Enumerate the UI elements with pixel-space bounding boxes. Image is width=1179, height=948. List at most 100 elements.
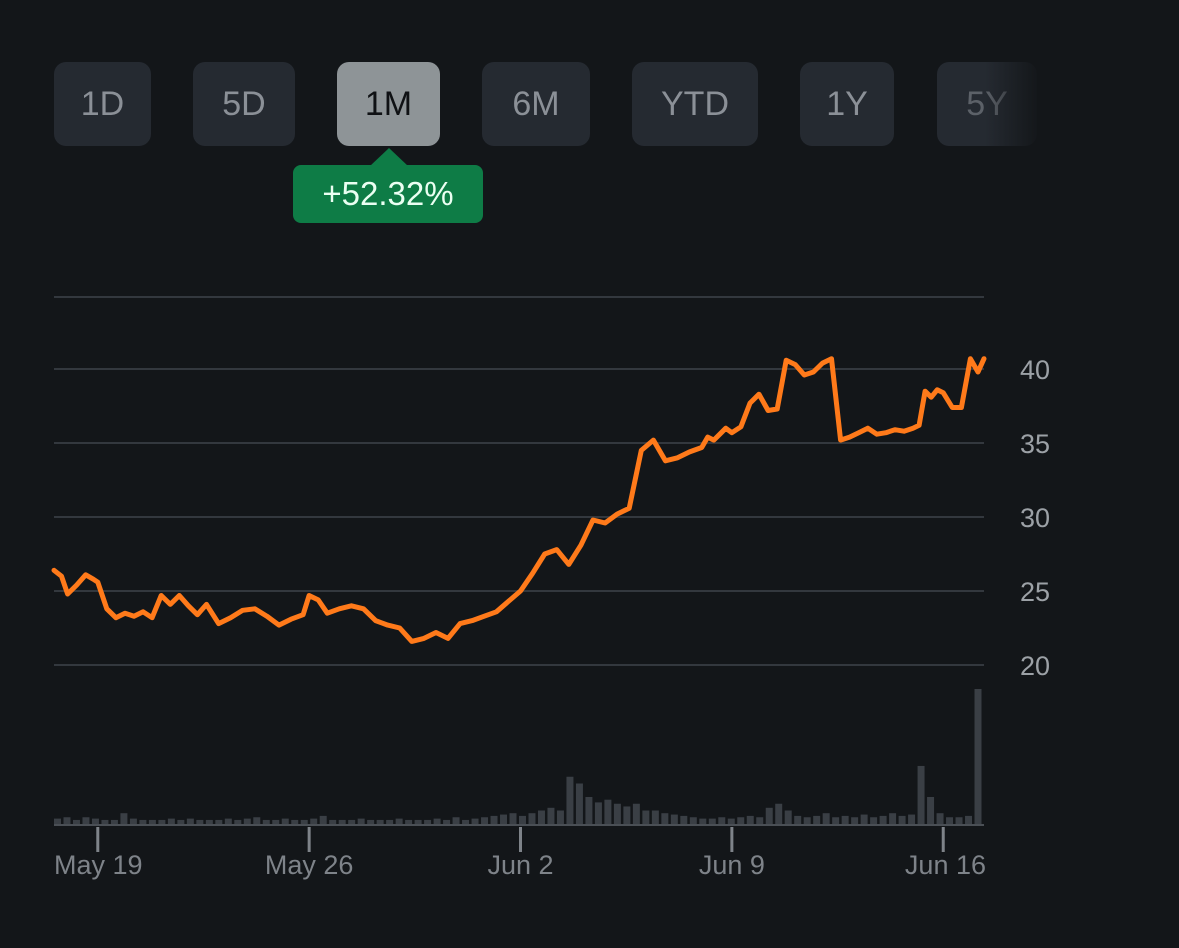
volume-bar bbox=[908, 814, 916, 824]
volume-bar bbox=[338, 819, 346, 824]
volume-bar bbox=[357, 818, 365, 824]
volume-bar bbox=[462, 819, 470, 824]
volume-bar bbox=[927, 797, 935, 824]
volume-bar bbox=[253, 817, 261, 824]
volume-bar bbox=[272, 819, 280, 824]
volume-bar bbox=[72, 819, 80, 824]
volume-bar bbox=[376, 819, 384, 824]
volume-bar bbox=[519, 815, 526, 824]
volume-bar bbox=[367, 819, 375, 824]
volume-bar bbox=[699, 818, 707, 824]
volume-bar bbox=[632, 803, 640, 824]
volume-bar bbox=[167, 818, 175, 824]
volume-bar bbox=[898, 815, 906, 824]
volume-bar bbox=[737, 817, 745, 824]
volume-bar bbox=[756, 817, 764, 824]
y-tick-label-25: 25 bbox=[1020, 577, 1050, 607]
volume-bar bbox=[319, 815, 327, 824]
volume-bar bbox=[775, 803, 783, 824]
volume-bar bbox=[832, 817, 840, 824]
volume-bar bbox=[955, 817, 963, 824]
volume-bar bbox=[661, 813, 669, 824]
volume-bar bbox=[433, 818, 441, 824]
volume-bar bbox=[243, 818, 251, 824]
volume-bar bbox=[746, 815, 754, 824]
volume-bars bbox=[54, 689, 982, 824]
tab-1d[interactable]: 1D bbox=[54, 62, 151, 146]
volume-bar bbox=[205, 819, 213, 824]
badge-pointer bbox=[370, 148, 408, 166]
volume-bar bbox=[291, 819, 299, 824]
volume-bar bbox=[841, 815, 849, 824]
volume-bar bbox=[234, 819, 242, 824]
volume-bar bbox=[556, 810, 564, 824]
volume-bar bbox=[224, 818, 232, 824]
volume-bar bbox=[196, 819, 204, 824]
volume-bar bbox=[348, 819, 356, 824]
volume-bar bbox=[547, 807, 555, 824]
volume-bar bbox=[215, 819, 223, 824]
volume-bar bbox=[870, 817, 878, 824]
volume-bar bbox=[443, 819, 451, 824]
volume-bar bbox=[471, 818, 479, 824]
volume-bar bbox=[120, 813, 128, 824]
volume-bar bbox=[689, 817, 697, 824]
volume-bar bbox=[414, 819, 422, 824]
volume-bar bbox=[481, 817, 489, 824]
volume-bar bbox=[54, 818, 61, 824]
x-tick-label: Jun 2 bbox=[487, 850, 553, 880]
volume-bar bbox=[186, 818, 194, 824]
volume-bar bbox=[566, 776, 574, 824]
volume-bar bbox=[101, 819, 109, 824]
volume-bar bbox=[500, 814, 508, 824]
price-line bbox=[51, 356, 987, 644]
x-axis: May 19 May 26 Jun 2 Jun 9 Jun 16 bbox=[54, 824, 986, 880]
volume-bar bbox=[129, 818, 137, 824]
volume-bar bbox=[575, 783, 583, 824]
price-line-group bbox=[51, 356, 987, 644]
tab-6m[interactable]: 6M bbox=[482, 62, 590, 146]
volume-bar bbox=[405, 819, 413, 824]
volume-bar bbox=[91, 818, 99, 824]
volume-bar bbox=[452, 817, 460, 824]
tab-1y[interactable]: 1Y bbox=[800, 62, 894, 146]
volume-bar bbox=[604, 799, 612, 824]
volume-bar bbox=[718, 817, 726, 824]
tab-5d[interactable]: 5D bbox=[193, 62, 295, 146]
volume-bar bbox=[528, 813, 536, 824]
volume-bar bbox=[803, 817, 811, 824]
volume-bar bbox=[281, 818, 289, 824]
y-axis-labels: 20 25 30 35 40 bbox=[1020, 355, 1050, 681]
tab-1m[interactable]: 1M bbox=[337, 62, 440, 146]
volume-bar bbox=[613, 803, 621, 824]
volume-bar bbox=[936, 813, 944, 824]
volume-bar bbox=[509, 813, 517, 824]
volume-bar bbox=[262, 819, 270, 824]
percent-change-badge: +52.32% bbox=[293, 165, 483, 223]
volume-bar bbox=[708, 818, 716, 824]
volume-bar bbox=[651, 810, 659, 824]
volume-bar bbox=[148, 819, 156, 824]
volume-bar bbox=[784, 810, 792, 824]
volume-bar bbox=[300, 819, 308, 824]
volume-bar bbox=[395, 818, 403, 824]
volume-bar bbox=[329, 819, 337, 824]
volume-bar bbox=[680, 815, 688, 824]
y-tick-label-35: 35 bbox=[1020, 429, 1050, 459]
volume-bar bbox=[765, 807, 773, 824]
tab-ytd[interactable]: YTD bbox=[632, 62, 758, 146]
volume-bar bbox=[727, 818, 735, 824]
volume-bar bbox=[177, 819, 185, 824]
volume-bar bbox=[110, 819, 118, 824]
volume-bar bbox=[946, 817, 954, 824]
volume-bar bbox=[851, 817, 859, 824]
volume-bar bbox=[63, 817, 71, 824]
volume-bar bbox=[623, 806, 631, 824]
chart-grid bbox=[54, 296, 984, 666]
volume-bar bbox=[917, 765, 925, 824]
volume-bar bbox=[158, 819, 166, 824]
volume-bar bbox=[813, 815, 821, 824]
x-tick-label: Jun 9 bbox=[699, 850, 765, 880]
volume-bar bbox=[974, 689, 982, 824]
